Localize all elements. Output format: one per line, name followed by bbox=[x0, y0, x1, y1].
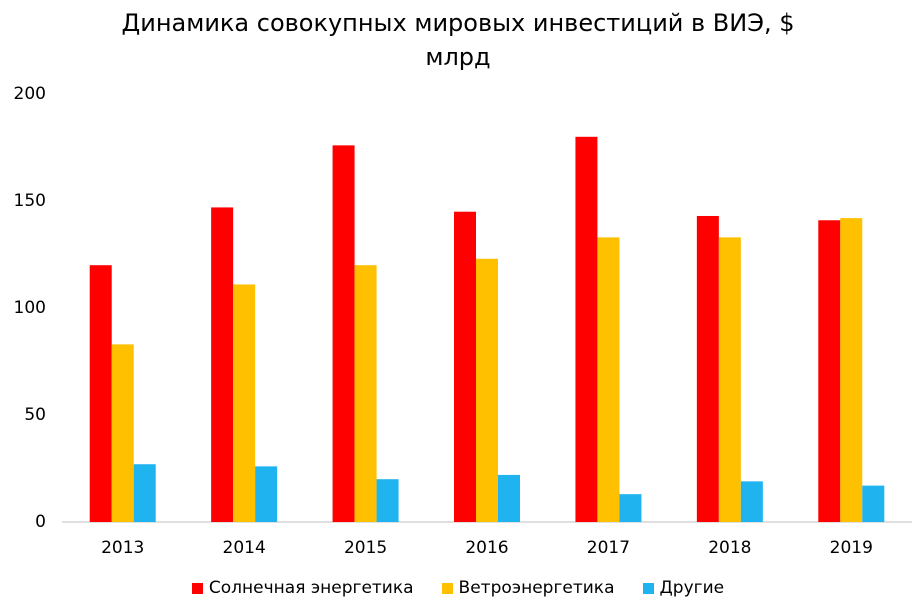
bar bbox=[840, 218, 863, 522]
chart-title: Динамика совокупных мировых инвестиций в… bbox=[121, 9, 795, 71]
legend: Солнечная энергетика Ветроэнергетика Други… bbox=[0, 578, 916, 598]
x-tick-label: 2015 bbox=[344, 538, 387, 558]
bar bbox=[862, 485, 885, 522]
bar bbox=[818, 220, 841, 522]
bar bbox=[619, 494, 642, 522]
legend-swatch bbox=[441, 582, 453, 594]
x-tick-label: 2018 bbox=[708, 538, 751, 558]
y-tick-label: 150 bbox=[14, 191, 46, 211]
bar bbox=[211, 207, 234, 523]
bar bbox=[718, 237, 741, 522]
x-tick-label: 2013 bbox=[101, 538, 144, 558]
bar bbox=[133, 464, 156, 522]
chart: 0 50 100 150 200 2013 2014 2015 2016 2017 2018 2019 bbox=[14, 84, 912, 558]
bar bbox=[575, 136, 598, 523]
bar bbox=[498, 474, 520, 522]
legend-item: Другие bbox=[642, 578, 725, 598]
bar bbox=[255, 466, 278, 522]
x-tick-label: 2019 bbox=[830, 538, 873, 558]
bar bbox=[354, 265, 377, 522]
bar bbox=[740, 481, 763, 522]
legend-label: Солнечная энергетика bbox=[208, 578, 414, 598]
bar bbox=[376, 479, 399, 522]
y-tick-label: 0 bbox=[35, 512, 46, 532]
bar bbox=[454, 211, 476, 522]
bar bbox=[696, 215, 719, 523]
legend-label: Другие bbox=[659, 578, 725, 598]
x-tick-label: 2014 bbox=[223, 538, 266, 558]
bar bbox=[89, 265, 112, 522]
legend-item: Солнечная энергетика bbox=[191, 578, 414, 598]
bar bbox=[332, 145, 355, 523]
x-tick-label: 2017 bbox=[587, 538, 630, 558]
bar bbox=[476, 258, 498, 522]
y-tick-label: 200 bbox=[14, 84, 46, 104]
legend-label: Ветроэнергетика bbox=[458, 578, 615, 598]
y-tick-label: 100 bbox=[14, 298, 46, 318]
legend-swatch bbox=[642, 582, 654, 594]
legend-item: Ветроэнергетика bbox=[441, 578, 615, 598]
bar bbox=[111, 344, 134, 522]
bar bbox=[233, 284, 256, 522]
bar bbox=[597, 237, 620, 522]
legend-swatch bbox=[191, 582, 203, 594]
y-tick-label: 50 bbox=[24, 405, 46, 425]
x-tick-label: 2016 bbox=[465, 538, 508, 558]
